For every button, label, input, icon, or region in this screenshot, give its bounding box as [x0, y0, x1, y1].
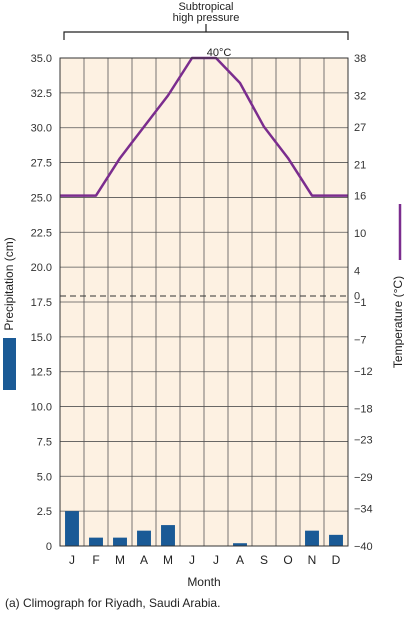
precipitation-bar — [305, 530, 319, 546]
right-tick-label: −7 — [354, 335, 367, 347]
right-tick-label: −34 — [354, 503, 373, 515]
left-tick-label: 32.5 — [31, 88, 52, 100]
left-tick-label: 17.5 — [31, 297, 52, 309]
left-tick-label: 12.5 — [31, 367, 52, 379]
month-label: J — [213, 553, 219, 567]
figure-caption: (a) Climograph for Riyadh, Saudi Arabia. — [5, 596, 221, 610]
month-label: J — [189, 553, 195, 567]
left-tick-label: 0 — [46, 541, 52, 553]
right-tick-label: 27 — [354, 122, 366, 134]
left-tick-label: 25.0 — [31, 192, 52, 204]
precipitation-bar — [161, 525, 175, 546]
month-label: A — [236, 553, 244, 567]
left-tick-label: 10.0 — [31, 402, 52, 414]
precipitation-bar — [65, 511, 79, 546]
precipitation-bar — [233, 543, 247, 546]
left-tick-label: 22.5 — [31, 227, 52, 239]
right-tick-label: 4 — [354, 266, 360, 278]
month-label: J — [69, 553, 75, 567]
left-tick-label: 30.0 — [31, 123, 52, 135]
right-tick-label: −1 — [354, 297, 367, 309]
month-label: A — [140, 553, 148, 567]
month-label: O — [283, 553, 292, 567]
month-label: M — [163, 553, 173, 567]
precipitation-legend-swatch — [3, 338, 16, 390]
precipitation-bar — [89, 537, 103, 546]
precipitation-bar — [329, 534, 343, 546]
left-tick-label: 2.5 — [37, 506, 52, 518]
right-tick-label: −23 — [354, 435, 373, 447]
month-label: N — [308, 553, 317, 567]
right-tick-label: 0 — [354, 291, 360, 303]
subtropical-label-line2: high pressure — [173, 12, 240, 24]
precipitation-bars — [65, 511, 343, 546]
left-tick-label: 27.5 — [31, 158, 52, 170]
precipitation-bar — [113, 537, 127, 546]
right-tick-label: −40 — [354, 541, 373, 553]
month-label: F — [92, 553, 99, 567]
precipitation-bar — [137, 530, 151, 546]
peak-temperature-label: 40°C — [207, 47, 232, 59]
x-axis-title: Month — [187, 575, 220, 589]
right-tick-label: −29 — [354, 472, 373, 484]
right-tick-label: 21 — [354, 159, 366, 171]
subtropical-label-line1: Subtropical — [178, 1, 233, 13]
month-label: S — [260, 553, 268, 567]
left-tick-label: 35.0 — [31, 53, 52, 65]
right-tick-label: 32 — [354, 91, 366, 103]
subtropical-bracket — [63, 31, 349, 40]
right-tick-label: 16 — [354, 191, 366, 203]
precipitation-axis-title: Precipitation (cm) — [2, 237, 16, 330]
left-tick-label: 7.5 — [37, 436, 52, 448]
left-tick-label: 15.0 — [31, 332, 52, 344]
right-tick-label: −12 — [354, 366, 373, 378]
right-tick-label: 38 — [354, 53, 366, 65]
right-axis-ticks: 38 32 27 21 16 10 4 0−1 −7 −12 −18 −23 −29 −34 −40 — [354, 53, 373, 553]
left-tick-label: 20.0 — [31, 262, 52, 274]
right-tick-label: −18 — [354, 403, 373, 415]
month-label: M — [115, 553, 125, 567]
right-tick-label: 10 — [354, 228, 366, 240]
left-tick-label: 5.0 — [37, 471, 52, 483]
plot-frame — [59, 57, 349, 547]
temperature-axis-title: Temperature (°C) — [391, 276, 404, 368]
month-label: D — [332, 553, 341, 567]
left-axis-ticks: 0 2.5 5.0 7.5 10.0 12.5 15.0 17.5 20.0 22.5 25.0 27… — [31, 53, 52, 553]
grid-lines — [60, 58, 348, 546]
